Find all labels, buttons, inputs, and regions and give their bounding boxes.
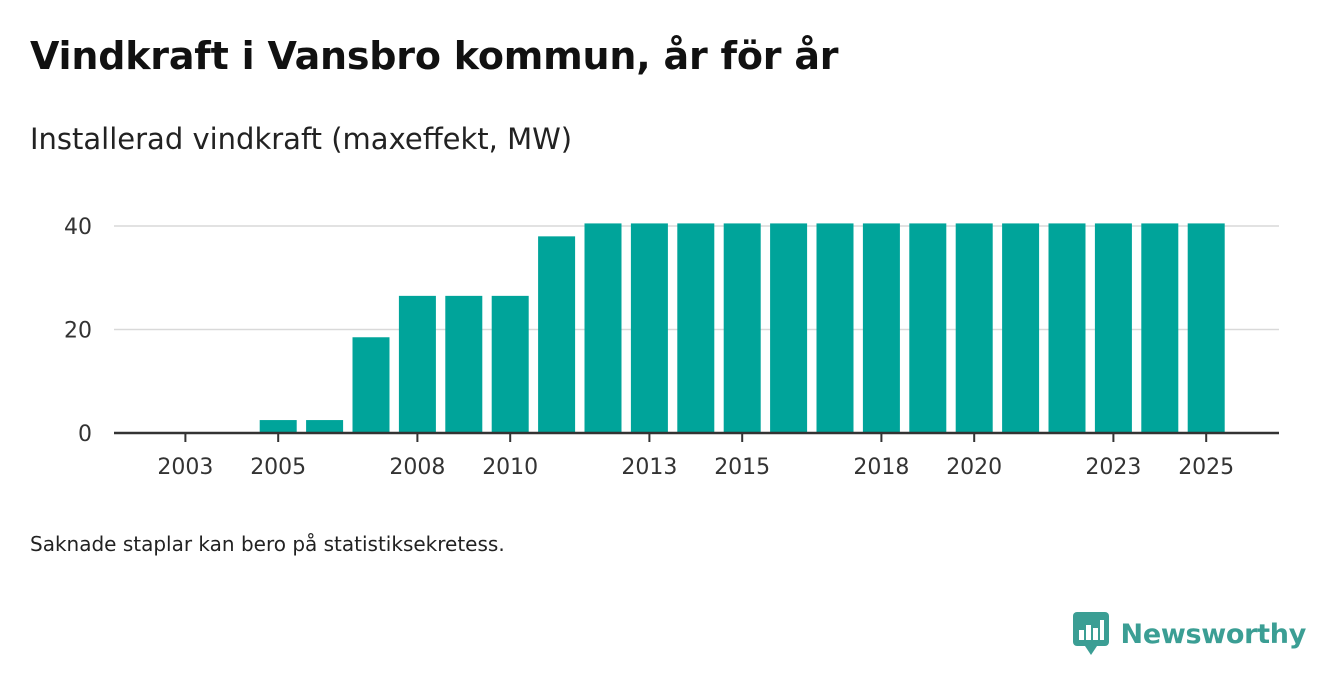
bar-2009 [445,295,483,433]
x-tick-label: 2010 [482,455,538,480]
footnote: Saknade staplar kan bero på statistiksek… [30,532,505,556]
bar-2014 [677,223,715,433]
bar-2018 [862,223,900,433]
x-tick-label: 2025 [1178,455,1234,480]
x-tick-label: 2003 [157,455,213,480]
chart-title: Vindkraft i Vansbro kommun, år för år [30,34,839,78]
brand-logo: Newsworthy [1072,612,1307,656]
bar-2021 [1002,223,1040,433]
x-tick-label: 2008 [389,455,445,480]
bar-2020 [955,223,993,433]
bar-2007 [352,337,390,433]
bar-2023 [1094,223,1132,433]
bar-2013 [630,223,668,433]
bar-2019 [909,223,947,433]
bar-2022 [1048,223,1086,433]
y-tick-label: 20 [64,319,92,344]
x-tick-label: 2005 [250,455,306,480]
x-tick-label: 2015 [714,455,770,480]
x-tick-label: 2018 [853,455,909,480]
bar-2024 [1141,223,1179,433]
bar-2011 [538,236,576,433]
newsworthy-logo-icon [1072,612,1109,655]
y-tick-label: 40 [64,215,92,240]
bar-2015 [723,223,761,433]
bar-2010 [491,295,529,433]
bar-2005 [259,420,297,433]
bar-2012 [584,223,622,433]
bar-2017 [816,223,854,433]
brand-name: Newsworthy [1120,618,1307,650]
bar-2008 [398,295,436,433]
bar-2006 [306,420,344,433]
bar-2016 [770,223,808,433]
y-tick-label: 0 [78,422,92,447]
x-tick-label: 2023 [1085,455,1141,480]
bar-2025 [1187,223,1225,433]
x-tick-label: 2020 [946,455,1002,480]
x-tick-label: 2013 [621,455,677,480]
bar-chart: 0 20 40 2003 2005 2008 2010 2013 2015 2018 2020 202… [64,215,1279,480]
chart-subtitle: Installerad vindkraft (maxeffekt, MW) [30,122,573,156]
